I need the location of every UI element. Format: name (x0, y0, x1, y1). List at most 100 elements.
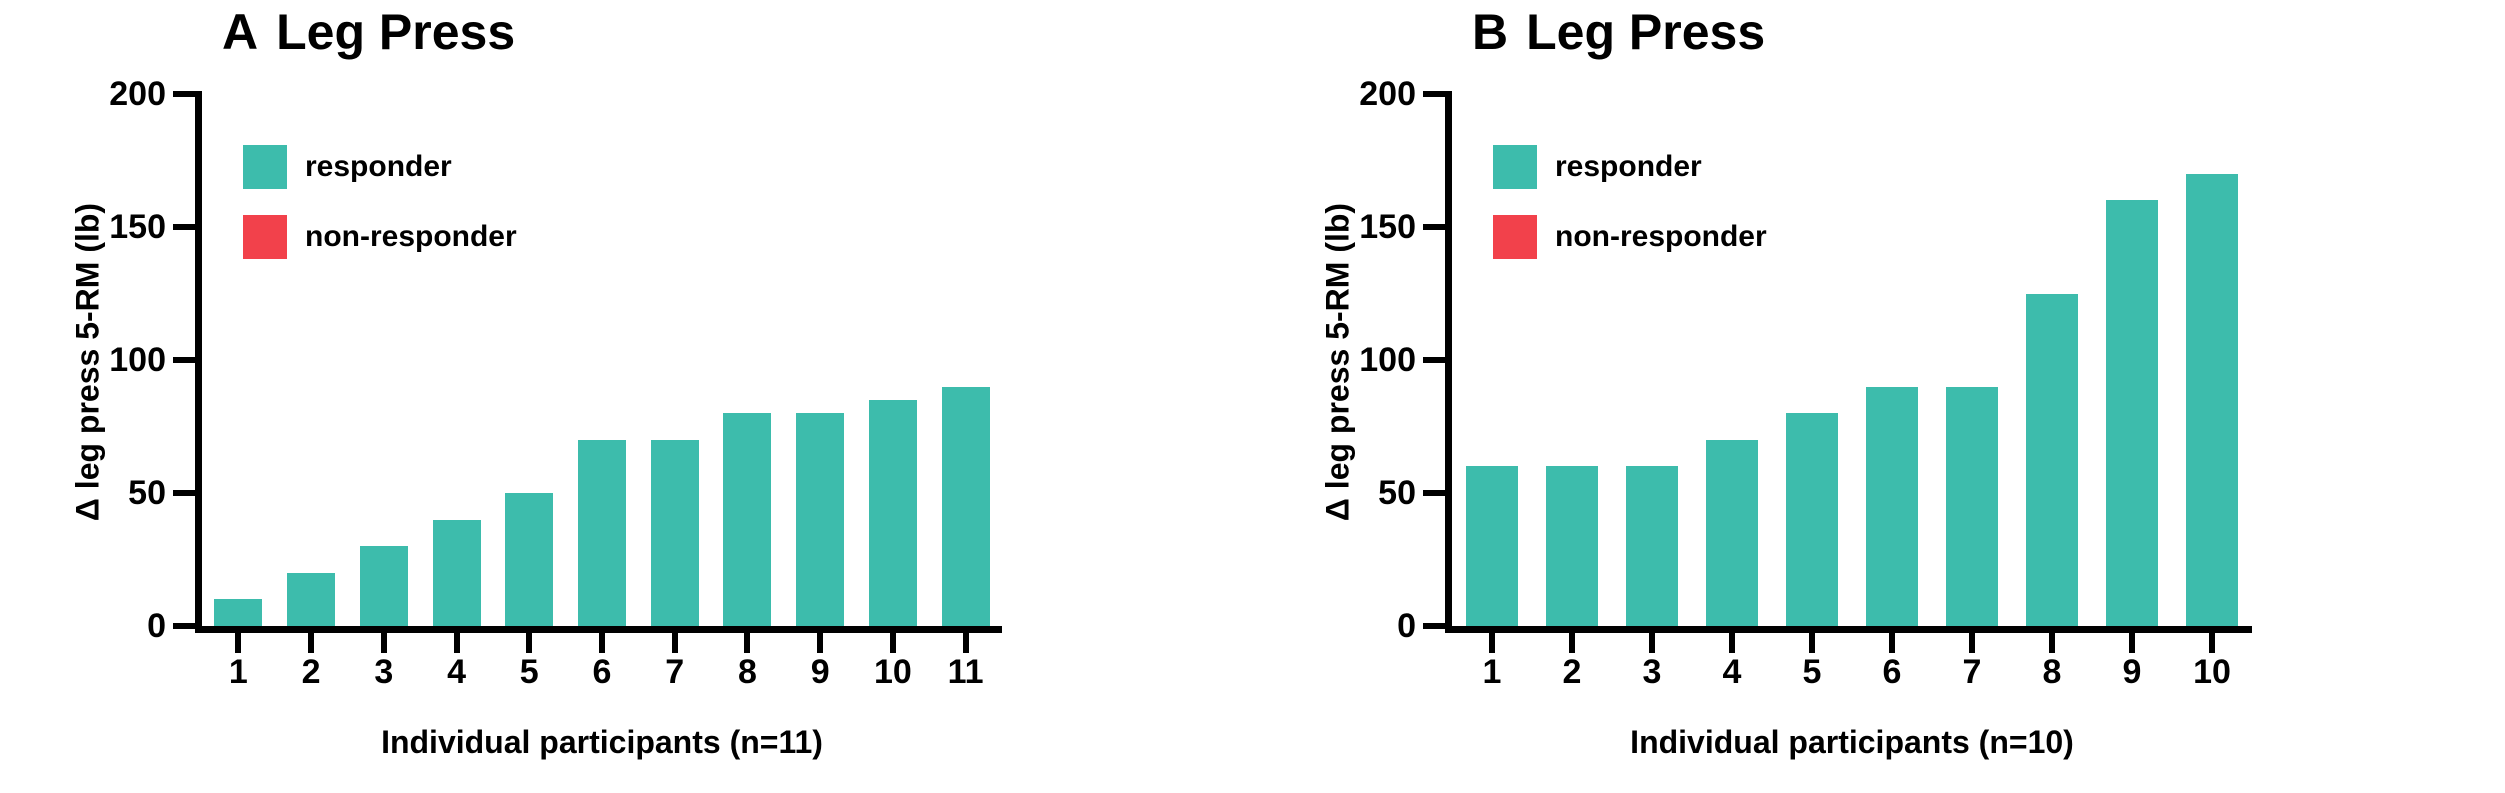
y-tick-label: 100 (1359, 341, 1416, 379)
y-tick (173, 357, 202, 363)
x-tick-label: 5 (519, 653, 539, 691)
legend-item-responder: responder (243, 145, 517, 189)
legend-item-non-responder: non-responder (1493, 215, 1767, 259)
x-tick-label: 6 (1882, 653, 1902, 691)
bar (1945, 386, 1999, 626)
bar (578, 439, 626, 626)
bar (2105, 200, 2159, 626)
bar (1625, 466, 1679, 626)
panel-a-x-axis-label: Individual participants (n=11) (381, 724, 823, 760)
x-tick (962, 633, 969, 653)
y-tick (1423, 623, 1452, 629)
y-tick (173, 91, 202, 97)
y-tick-label: 50 (1378, 474, 1416, 512)
x-tick (671, 633, 678, 653)
bar (868, 399, 917, 626)
panel-b-title: B Leg Press (1472, 6, 1765, 58)
panel-b-letter: B (1472, 4, 1509, 60)
x-tick-label: 10 (873, 653, 912, 691)
y-tick-label: 0 (1397, 607, 1416, 645)
non-responder-label: non-responder (1555, 220, 1767, 253)
x-tick-label: 6 (592, 653, 612, 691)
bar (2025, 293, 2079, 626)
x-tick-label: 8 (2042, 653, 2062, 691)
non-responder-label: non-responder (305, 220, 517, 253)
y-tick (1423, 490, 1452, 496)
bar (432, 519, 481, 626)
panel-a-title: A Leg Press (222, 6, 515, 58)
x-tick (526, 633, 533, 653)
x-tick-label: 7 (1962, 653, 1982, 691)
bar (214, 599, 263, 626)
panel-b-plot-area: 0 50 100 150 200 1 2 3 4 5 6 7 8 9 10 (1250, 0, 2505, 793)
bar (1545, 466, 1599, 626)
x-tick (2049, 633, 2055, 653)
y-tick-label: 200 (1359, 75, 1416, 113)
legend-item-non-responder: non-responder (243, 215, 517, 259)
x-tick (1489, 633, 1495, 653)
y-tick (173, 490, 202, 496)
x-tick-label: 9 (810, 653, 830, 691)
x-axis-line (1445, 626, 2252, 633)
bar (1865, 386, 1919, 626)
y-tick-label: 0 (147, 607, 166, 645)
bar (723, 413, 772, 626)
y-tick (173, 224, 202, 230)
x-tick-label: 1 (228, 653, 248, 691)
panel-a-legend: responder non-responder (243, 145, 517, 285)
x-tick (889, 633, 896, 653)
bar (505, 493, 554, 626)
non-responder-swatch-icon (243, 215, 287, 259)
x-tick (1729, 633, 1735, 653)
bar (1785, 413, 1839, 626)
y-tick (1423, 357, 1452, 363)
panel-b-title-text: Leg Press (1526, 4, 1766, 60)
panel-b-x-axis-label: Individual participants (n=10) (1630, 724, 2074, 760)
x-tick (380, 633, 387, 653)
legend-item-responder: responder (1493, 145, 1767, 189)
x-tick (453, 633, 460, 653)
y-tick-label: 150 (1359, 208, 1416, 246)
non-responder-swatch-icon (1493, 215, 1537, 259)
x-tick (308, 633, 315, 653)
x-tick-label: 4 (447, 653, 466, 691)
bar (2185, 173, 2239, 626)
y-tick-label: 50 (128, 474, 166, 512)
responder-swatch-icon (1493, 145, 1537, 189)
x-tick (2209, 633, 2215, 653)
responder-swatch-icon (243, 145, 287, 189)
bar (796, 413, 845, 626)
panel-a-plot-area: 0 50 100 150 200 1 2 3 4 5 6 7 8 9 10 11 (0, 0, 1250, 793)
x-tick-label: 9 (2122, 653, 2142, 691)
bar (287, 572, 336, 626)
x-tick-label: 8 (737, 653, 757, 691)
bar (359, 546, 408, 626)
x-tick-label: 2 (301, 653, 321, 691)
responder-label: responder (1555, 150, 1702, 183)
x-tick (1889, 633, 1895, 653)
x-tick-label: 2 (1562, 653, 1582, 691)
x-tick-label: 10 (2193, 653, 2231, 691)
panel-a-letter: A (222, 4, 259, 60)
x-tick (1569, 633, 1575, 653)
x-tick (817, 633, 824, 653)
x-tick-label: 3 (1642, 653, 1662, 691)
y-tick-label: 100 (109, 341, 166, 379)
x-tick (1809, 633, 1815, 653)
y-tick (1423, 224, 1452, 230)
y-tick-label: 200 (109, 75, 166, 113)
panel-a: A Leg Press Δ leg press 5-RM (lb) respon… (0, 0, 1250, 793)
x-tick (1969, 633, 1975, 653)
x-tick-label: 7 (665, 653, 685, 691)
x-tick-label: 11 (947, 653, 984, 691)
bar (1465, 466, 1519, 626)
x-axis-line (195, 626, 1002, 633)
x-tick-label: 3 (374, 653, 394, 691)
panel-b-legend: responder non-responder (1493, 145, 1767, 285)
bar (1705, 439, 1759, 626)
x-tick-label: 5 (1802, 653, 1822, 691)
x-tick (1649, 633, 1655, 653)
y-tick (1423, 91, 1452, 97)
x-tick-label: 4 (1722, 653, 1742, 691)
panel-a-title-text: Leg Press (276, 4, 516, 60)
